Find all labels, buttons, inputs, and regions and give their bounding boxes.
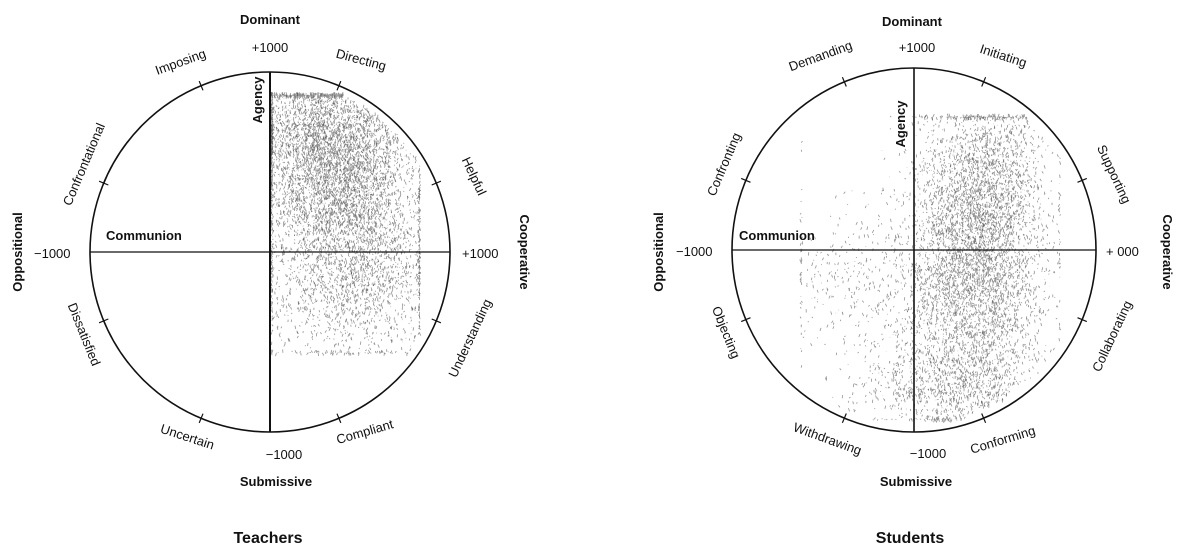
students-top-tick: +1000 [899,40,936,55]
teachers-bottom-label: Submissive [240,474,312,489]
teachers-point-cloud [269,91,422,357]
students-octant-tick-6 [841,413,847,424]
students-panel: Dominant +1000 Submissive −1000 −1000 + … [651,14,1175,547]
teachers-panel: Dominant +1000 Submissive −1000 −1000 +1… [10,12,532,547]
teachers-left-label: Oppositional [10,212,25,291]
students-trajectory-cluster-1 [848,113,1062,423]
teachers-octant-tick-4 [98,180,109,186]
students-octant-tick-4 [740,177,751,183]
teachers-octant-understanding: Understanding [445,297,494,380]
teachers-octant-compliant: Compliant [335,416,396,447]
teachers-octant-ticks [98,80,442,424]
students-octant-tick-5 [740,317,751,323]
students-octant-conforming: Conforming [968,423,1037,457]
students-octant-withdrawing: Withdrawing [791,419,863,458]
teachers-octant-directing: Directing [334,46,387,74]
teachers-octant-tick-1 [431,180,442,186]
teachers-octant-uncertain: Uncertain [159,421,217,452]
teachers-top-tick: +1000 [252,40,289,55]
students-octant-tick-8 [1077,317,1088,323]
teachers-trajectory-cluster-4 [269,151,422,357]
teachers-caption: Teachers [233,530,302,547]
teachers-octant-tick-2 [336,80,342,91]
students-vertical-axis-title: Agency [893,100,908,148]
teachers-top-label: Dominant [240,12,301,27]
students-octant-demanding: Demanding [787,37,855,74]
students-left-label: Oppositional [651,212,666,291]
students-top-label: Dominant [882,14,943,29]
teachers-octant-confrontational: Confrontational [60,121,108,208]
students-right-tick: + 000 [1106,244,1139,259]
students-octant-tick-7 [981,413,987,424]
students-octant-tick-2 [981,76,987,87]
teachers-right-tick: +1000 [462,246,499,261]
students-octant-ticks [740,76,1088,424]
students-octant-supporting: Supporting [1094,142,1134,205]
students-bottom-label: Submissive [880,474,952,489]
students-left-tick: −1000 [676,244,713,259]
teachers-octant-tick-7 [336,413,342,424]
students-trajectory-cluster-4 [799,140,991,404]
students-octant-tick-3 [841,76,847,87]
teachers-octant-helpful: Helpful [459,155,490,198]
students-bottom-tick: −1000 [910,446,947,461]
teachers-horizontal-axis-title: Communion [106,228,182,243]
teachers-trajectory-cluster-3 [269,92,407,199]
teachers-vertical-axis-title: Agency [250,76,265,124]
students-trajectory-cluster-2 [889,113,1062,358]
teachers-trajectory-cluster-2 [270,93,422,356]
students-horizontal-axis-title: Communion [739,228,815,243]
teachers-octant-tick-5 [98,318,109,324]
students-octant-objecting: Objecting [709,304,743,361]
teachers-octant-imposing: Imposing [153,46,208,78]
teachers-left-tick: −1000 [34,246,71,261]
students-trajectory-cluster-3 [832,331,1038,422]
teachers-bottom-tick: −1000 [266,447,303,462]
teachers-trajectory-cluster-1 [269,91,421,322]
students-octant-confronting: Confronting [704,130,744,198]
students-octant-tick-1 [1077,177,1088,183]
students-right-label: Cooperative [1160,214,1175,289]
students-caption: Students [876,530,945,547]
teachers-right-label: Cooperative [517,214,532,289]
teachers-octant-dissatisfied: Dissatisfied [65,301,104,368]
teachers-octant-tick-8 [431,318,442,324]
students-point-cloud [799,113,1062,423]
students-octant-collaborating: Collaborating [1089,298,1135,374]
students-octant-initiating: Initiating [978,41,1029,70]
teachers-octant-tick-3 [198,80,204,91]
teachers-octant-tick-6 [198,413,204,424]
